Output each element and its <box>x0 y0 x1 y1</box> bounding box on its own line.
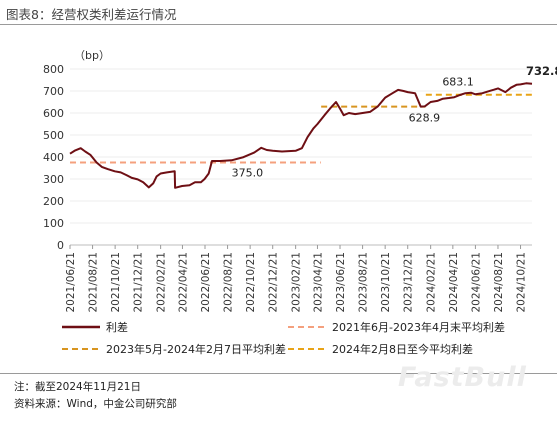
x-tick-label: 2023/12/21 <box>403 252 415 313</box>
x-axis: 2021/06/21 2021/08/21 2021/10/21 2021/12/21… <box>65 245 528 313</box>
x-tick-label: 2021/06/21 <box>65 252 77 313</box>
x-tick-label: 2021/10/21 <box>110 252 122 313</box>
legend: 利差 2021年6月-2023年4月末平均利差 2023年5月-2024年2月7日平… <box>62 320 505 356</box>
y-gridlines <box>70 68 532 246</box>
y-tick-label: 300 <box>43 173 64 186</box>
x-tick-label: 2023/04/21 <box>312 252 324 313</box>
y-tick-label: 400 <box>43 151 64 164</box>
average-lines <box>70 93 532 164</box>
watermark-logo: FastBull <box>398 362 527 393</box>
x-tick-label: 2022/02/21 <box>156 252 168 313</box>
y-tick-label: 100 <box>43 217 64 230</box>
x-tick-label: 2024/04/21 <box>448 252 460 313</box>
x-tick-label: 2023/02/21 <box>291 252 303 313</box>
legend-label: 2023年5月-2024年2月7日平均利差 <box>106 342 286 356</box>
y-tick-label: 700 <box>43 85 64 98</box>
y-tick-label: 500 <box>43 129 64 142</box>
annotations: 375.0 628.9 683.1 732.8 <box>232 64 557 180</box>
note-text: 注：截至2024年11月21日 <box>14 381 141 393</box>
x-tick-label: 2023/10/21 <box>380 252 392 313</box>
x-tick-label: 2022/06/21 <box>200 252 212 313</box>
x-tick-label: 2021/12/21 <box>133 252 145 313</box>
x-tick-label: 2021/08/21 <box>88 252 100 313</box>
legend-label: 2021年6月-2023年4月末平均利差 <box>332 320 505 334</box>
data-label: 375.0 <box>232 167 264 180</box>
y-tick-label: 600 <box>43 107 64 120</box>
x-tick-label: 2022/08/21 <box>223 252 235 313</box>
y-tick-label: 800 <box>43 63 64 76</box>
x-tick-label: 2024/08/21 <box>493 252 505 313</box>
y-tick-label: 200 <box>43 195 64 208</box>
y-axis: 0 100 200 300 400 500 600 700 800 <box>43 63 64 252</box>
notes-rule <box>0 373 557 374</box>
x-tick-label: 2024/02/21 <box>426 252 438 313</box>
title-rule <box>0 24 557 25</box>
spread-line-chart: 0 100 200 300 400 500 600 700 800 （bp） 2021/06/2… <box>43 49 557 356</box>
x-tick-label: 2024/06/21 <box>470 252 482 313</box>
data-label: 628.9 <box>409 112 441 125</box>
legend-label: 利差 <box>106 320 128 334</box>
series-layer <box>69 82 533 189</box>
x-tick-label: 2024/10/21 <box>516 252 528 313</box>
x-tick-label: 2022/04/21 <box>177 252 189 313</box>
x-tick-label: 2023/08/21 <box>358 252 370 313</box>
data-label: 683.1 <box>442 76 474 89</box>
x-tick-label: 2022/12/21 <box>268 252 280 313</box>
figure-title: 图表8：经营权类利差运行情况 <box>6 7 177 22</box>
x-tick-label: 2023/06/21 <box>335 252 347 313</box>
y-axis-unit: （bp） <box>74 49 110 62</box>
legend-label: 2024年2月8日至今平均利差 <box>332 342 473 356</box>
y-tick-label: 0 <box>57 239 64 252</box>
data-label: 732.8 <box>526 64 557 78</box>
series-line-spread <box>69 82 533 189</box>
source-text: 资料来源：Wind，中金公司研究部 <box>14 398 177 410</box>
x-tick-label: 2022/10/21 <box>245 252 257 313</box>
